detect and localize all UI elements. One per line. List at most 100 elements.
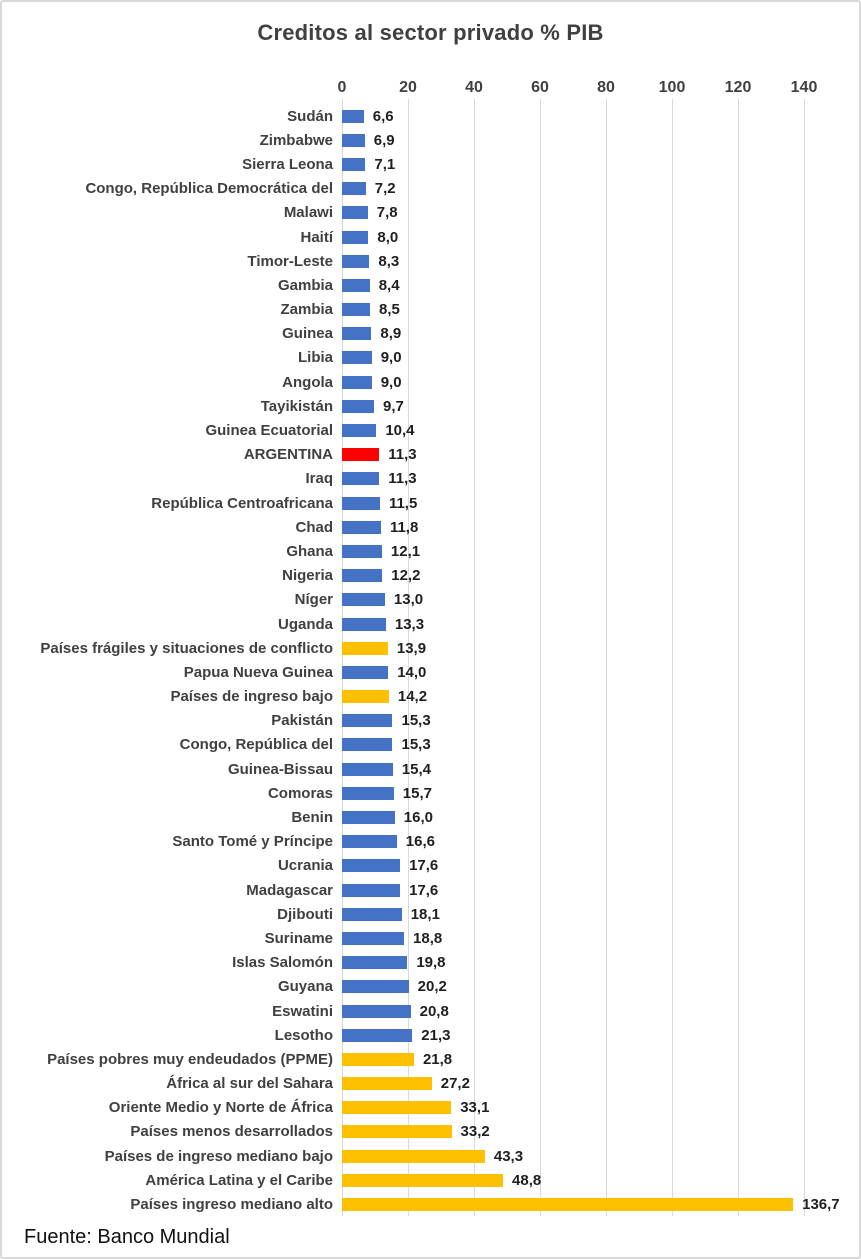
value-label: 17,6 bbox=[409, 857, 439, 875]
category-label: Países de ingreso mediano bajo bbox=[104, 1147, 333, 1165]
chart-row: Países de ingreso mediano bajo 43,3 bbox=[0, 1144, 861, 1168]
value-label: 8,5 bbox=[379, 301, 400, 319]
value-label: 21,3 bbox=[421, 1026, 451, 1044]
bar-aggregate bbox=[342, 1198, 794, 1212]
bar-aggregate bbox=[342, 1125, 452, 1139]
bar-country bbox=[342, 520, 381, 534]
gridline bbox=[606, 99, 607, 1216]
chart-row: África al sur del Sahara 27,2 bbox=[0, 1072, 861, 1096]
value-label: 8,9 bbox=[380, 325, 402, 343]
value-label: 15,4 bbox=[401, 760, 432, 778]
chart-row: Tayikistán 9,7 bbox=[0, 394, 861, 418]
value-label: 20,2 bbox=[417, 978, 447, 996]
chart-row: Madagascar 17,6 bbox=[0, 878, 861, 902]
bar-country bbox=[342, 496, 380, 510]
category-label: Djibouti bbox=[277, 905, 333, 923]
bar-aggregate bbox=[342, 1173, 504, 1187]
gridline bbox=[804, 99, 805, 1216]
bar-country bbox=[342, 883, 401, 897]
chart-row: Eswatini 20,8 bbox=[0, 999, 861, 1023]
chart-row: ARGENTINA 11,3 bbox=[0, 443, 861, 467]
bar-aggregate bbox=[342, 641, 388, 655]
bar-country bbox=[342, 786, 394, 800]
chart-row: Libia 9,0 bbox=[0, 346, 861, 370]
chart-row: Zimbabwe 6,9 bbox=[0, 128, 861, 152]
category-label: Congo, República del bbox=[179, 736, 333, 754]
bar-country bbox=[342, 714, 393, 728]
chart-row: Haití 8,0 bbox=[0, 225, 861, 249]
bar-country bbox=[342, 617, 386, 631]
bar-country bbox=[342, 907, 402, 921]
category-label: Chad bbox=[295, 518, 334, 536]
category-label: Uganda bbox=[277, 615, 333, 633]
chart-row: Zambia 8,5 bbox=[0, 298, 861, 322]
chart-row: Congo, República Democrática del 7,2 bbox=[0, 177, 861, 201]
x-axis-tick-label: 100 bbox=[658, 79, 686, 96]
value-label: 9,7 bbox=[383, 397, 404, 415]
category-label: Nigeria bbox=[282, 567, 333, 585]
category-label: Oriente Medio y Norte de África bbox=[108, 1099, 333, 1117]
bar-country bbox=[342, 375, 372, 389]
category-label: República Centroafricana bbox=[151, 494, 333, 512]
bar-country bbox=[342, 109, 364, 123]
x-axis-tick-label: 140 bbox=[790, 79, 818, 96]
bar-country bbox=[342, 956, 408, 970]
chart-row: Países pobres muy endeudados (PPME) 21,8 bbox=[0, 1047, 861, 1071]
value-label: 17,6 bbox=[409, 881, 439, 899]
value-label: 11,8 bbox=[389, 518, 419, 536]
value-label: 18,1 bbox=[410, 905, 440, 923]
bar-country bbox=[342, 472, 380, 486]
bar-country bbox=[342, 980, 409, 994]
value-label: 15,7 bbox=[402, 784, 432, 802]
category-label: Gambia bbox=[277, 276, 333, 294]
value-label: 20,8 bbox=[419, 1002, 449, 1020]
chart-row: Países menos desarrollados 33,2 bbox=[0, 1120, 861, 1144]
x-axis-tick-label: 80 bbox=[597, 79, 615, 96]
category-label: ARGENTINA bbox=[243, 446, 333, 464]
chart-row: Sierra Leona 7,1 bbox=[0, 152, 861, 176]
value-label: 10,4 bbox=[385, 422, 415, 440]
chart-title: Creditos al sector privado % PIB bbox=[257, 20, 604, 45]
value-label: 16,0 bbox=[403, 809, 433, 827]
x-axis-tick-label: 0 bbox=[337, 79, 347, 96]
category-label: Sierra Leona bbox=[242, 155, 333, 173]
category-label: América Latina y el Caribe bbox=[145, 1171, 333, 1189]
value-label: 6,9 bbox=[373, 131, 395, 149]
category-label: Países frágiles y situaciones de conflic… bbox=[40, 639, 333, 657]
chart-row: Papua Nueva Guinea 14,0 bbox=[0, 660, 861, 684]
category-label: Tayikistán bbox=[260, 397, 333, 415]
bar-aggregate bbox=[342, 690, 389, 704]
value-label: 136,7 bbox=[802, 1196, 840, 1214]
chart-row: Chad 11,8 bbox=[0, 515, 861, 539]
chart-row: Islas Salomón 19,8 bbox=[0, 951, 861, 975]
chart-row: Países frágiles y situaciones de conflic… bbox=[0, 636, 861, 660]
category-label: Haití bbox=[300, 228, 333, 246]
chart-row: Comoras 15,7 bbox=[0, 781, 861, 805]
category-label: Países de ingreso bajo bbox=[170, 688, 333, 706]
bar-country bbox=[342, 859, 401, 873]
category-label: Suriname bbox=[264, 929, 333, 947]
x-axis-tick-label: 120 bbox=[724, 79, 752, 96]
chart-row: Gambia 8,4 bbox=[0, 273, 861, 297]
chart-row: Níger 13,0 bbox=[0, 588, 861, 612]
bar-country bbox=[342, 544, 382, 558]
value-label: 11,3 bbox=[388, 446, 417, 464]
bar-country bbox=[342, 133, 365, 147]
chart-row: Nigeria 12,2 bbox=[0, 564, 861, 588]
category-label: África al sur del Sahara bbox=[166, 1075, 333, 1093]
chart-row: Países de ingreso bajo 14,2 bbox=[0, 685, 861, 709]
value-label: 9,0 bbox=[380, 373, 402, 391]
value-label: 8,3 bbox=[378, 252, 400, 270]
chart-row: Guinea Ecuatorial 10,4 bbox=[0, 418, 861, 442]
chart-row: Angola 9,0 bbox=[0, 370, 861, 394]
category-label: Zambia bbox=[280, 301, 333, 319]
value-label: 13,3 bbox=[394, 615, 425, 633]
chart-row: Malawi 7,8 bbox=[0, 201, 861, 225]
value-label: 16,6 bbox=[405, 833, 435, 851]
category-label: Congo, República Democrática del bbox=[85, 180, 333, 198]
value-label: 48,8 bbox=[512, 1171, 542, 1189]
bar-country bbox=[342, 230, 369, 244]
bar-country bbox=[342, 351, 372, 365]
category-label: Zimbabwe bbox=[259, 131, 333, 149]
value-label: 21,8 bbox=[422, 1050, 453, 1068]
